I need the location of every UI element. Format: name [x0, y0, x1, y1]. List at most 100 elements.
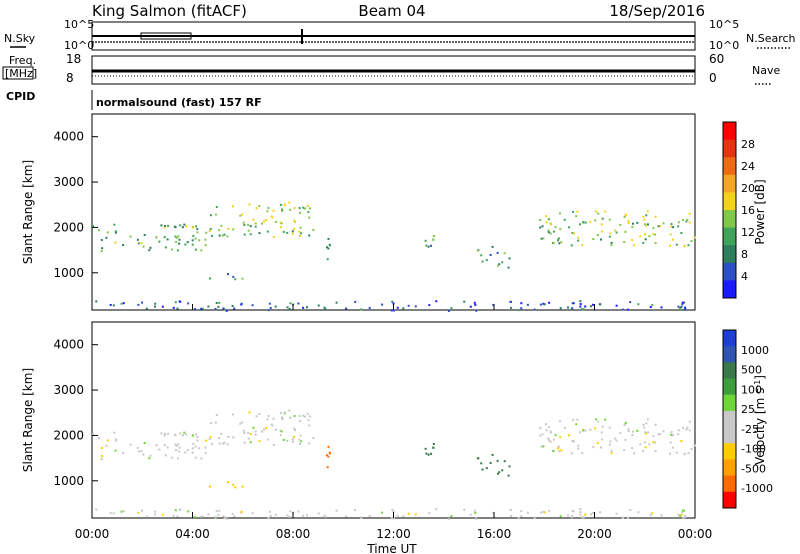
velocity-cell: [683, 452, 686, 455]
velocity-cell: [646, 418, 649, 421]
velocity-cell: [191, 451, 194, 454]
velocity-cell: [215, 510, 218, 512]
power-cell: [553, 230, 556, 233]
power-cell: [234, 278, 237, 281]
power-cell: [232, 275, 235, 278]
velocity-cell: [645, 432, 648, 435]
power-cell: [520, 307, 523, 310]
power-cell: [251, 304, 254, 307]
velocity-cell: [549, 440, 552, 443]
power-colorbar-tick: 24: [741, 160, 755, 173]
power-cell: [590, 305, 592, 308]
power-cell: [646, 210, 649, 213]
power-cell: [247, 223, 250, 226]
velocity-cell: [675, 451, 678, 454]
power-cell: [211, 234, 213, 237]
power-cell: [469, 305, 472, 308]
velocity-cell: [541, 433, 544, 436]
velocity-cell: [582, 429, 585, 432]
y-tick-label: 1000: [53, 266, 84, 280]
power-cell: [572, 302, 575, 305]
power-cell: [684, 308, 687, 310]
velocity-cell: [680, 440, 683, 442]
velocity-cell: [550, 431, 552, 434]
velocity-cell: [272, 443, 275, 446]
power-cell: [114, 230, 117, 233]
velocity-cell: [680, 513, 683, 516]
velocity-cell: [571, 515, 574, 518]
velocity-cell: [636, 429, 639, 432]
velocity-cell: [579, 513, 582, 516]
power-cell: [677, 221, 680, 224]
velocity-cell: [184, 451, 187, 454]
velocity-cell: [302, 414, 305, 417]
power-cell: [174, 235, 177, 238]
velocity-cell: [601, 425, 604, 428]
velocity-cell: [299, 440, 302, 443]
velocity-cell: [141, 509, 144, 512]
velocity-cell: [298, 438, 301, 441]
velocity-cell: [329, 452, 331, 455]
power-colorbar-swatch: [723, 210, 736, 229]
velocity-cell: [660, 514, 663, 517]
velocity-cell: [258, 413, 261, 415]
power-cell: [683, 244, 686, 247]
power-cell: [97, 229, 100, 232]
power-cell: [683, 301, 686, 304]
velocity-cell: [570, 452, 573, 455]
velocity-cell: [407, 512, 410, 515]
velocity-cell: [654, 441, 657, 444]
power-cell: [214, 213, 217, 216]
power-cell: [595, 210, 598, 213]
power-cell: [163, 236, 166, 239]
power-cell: [414, 305, 417, 308]
power-colorbar-tick: 12: [741, 226, 755, 239]
power-cell: [324, 307, 327, 310]
velocity-cell: [178, 508, 181, 511]
velocity-cell: [688, 420, 691, 423]
velocity-cell: [424, 447, 427, 450]
velocity-cell: [507, 474, 510, 477]
velocity-cell: [396, 514, 399, 517]
velocity-cell: [179, 432, 182, 435]
power-cell: [645, 214, 648, 217]
power-cell: [354, 300, 357, 303]
power-cell: [548, 301, 551, 304]
power-cell: [608, 235, 611, 238]
power-cell: [629, 301, 632, 304]
velocity-cell: [209, 485, 211, 488]
power-cell: [272, 209, 275, 212]
velocity-cell: [652, 441, 655, 444]
freq-label-line1: Freq.: [9, 54, 36, 67]
power-cell: [307, 211, 310, 214]
velocity-cell: [221, 442, 224, 445]
power-cell: [427, 245, 430, 248]
velocity-cell: [289, 416, 292, 419]
power-cell: [178, 238, 181, 241]
velocity-cell: [312, 437, 315, 439]
velocity-cell: [247, 431, 250, 434]
velocity-cell: [627, 430, 630, 433]
power-cell: [543, 303, 546, 306]
velocity-cell: [252, 426, 255, 429]
velocity-cell: [572, 510, 575, 513]
velocity-cell: [576, 418, 579, 421]
power-cell: [266, 210, 269, 213]
power-cell: [540, 237, 543, 240]
power-cell: [267, 207, 270, 209]
power-cell: [621, 308, 624, 311]
power-cell: [547, 231, 550, 234]
velocity-cell: [109, 512, 112, 514]
velocity-cell: [368, 515, 371, 517]
power-cell: [261, 222, 263, 225]
velocity-cell: [122, 510, 125, 513]
velocity-cell: [584, 429, 587, 432]
velocity-cell: [283, 411, 286, 414]
velocity-cell: [677, 429, 680, 432]
power-cell: [648, 235, 651, 238]
velocity-cell: [563, 426, 566, 429]
beam-label: Beam 04: [358, 2, 425, 20]
power-cell: [610, 241, 613, 244]
velocity-cell: [582, 516, 585, 519]
power-cell: [610, 244, 613, 247]
